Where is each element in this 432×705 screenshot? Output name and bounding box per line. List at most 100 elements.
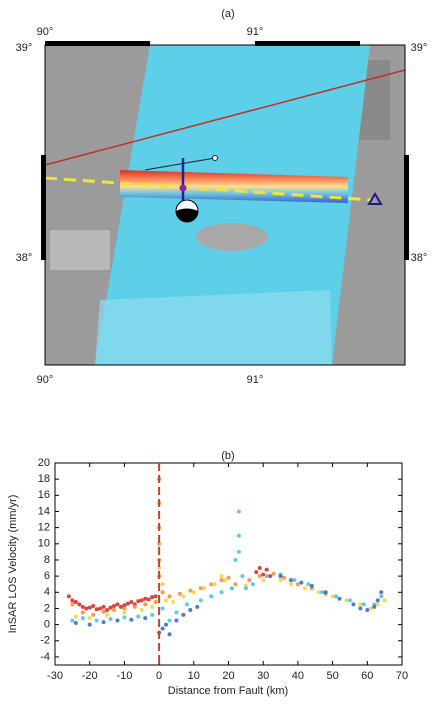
data-point: [299, 580, 304, 585]
data-point: [111, 604, 116, 609]
data-point: [282, 575, 287, 580]
data-point: [122, 603, 127, 608]
data-point: [70, 618, 75, 623]
data-point: [73, 599, 78, 604]
data-point: [105, 612, 110, 617]
data-point: [368, 606, 373, 611]
data-point: [236, 533, 241, 538]
y-tick-label: 12: [38, 522, 50, 534]
data-point: [122, 606, 127, 611]
data-point: [229, 586, 234, 591]
data-point: [143, 602, 148, 607]
data-point: [219, 574, 224, 579]
data-point: [139, 598, 144, 603]
data-point: [66, 594, 71, 599]
data-point: [129, 617, 134, 622]
data-point: [174, 618, 179, 623]
rupture-point: [179, 184, 187, 192]
data-point: [261, 572, 266, 577]
profile-end-marker: [367, 192, 383, 205]
data-point: [219, 590, 224, 595]
data-point: [236, 509, 241, 514]
data-point: [358, 606, 363, 611]
data-point: [77, 602, 82, 607]
data-point: [247, 578, 252, 583]
data-point: [160, 626, 165, 631]
x-tick-label: -30: [47, 670, 63, 682]
profile-line: [44, 176, 373, 202]
data-point: [160, 582, 165, 587]
map-lon-label: 90°: [37, 374, 54, 386]
data-point: [94, 618, 99, 623]
data-point: [250, 582, 255, 587]
data-point: [191, 590, 196, 595]
data-point: [382, 598, 387, 603]
data-point: [288, 582, 293, 587]
x-tick-label: 70: [396, 670, 408, 682]
data-point: [122, 610, 127, 615]
plot-frame: [54, 462, 403, 666]
data-point: [198, 586, 203, 591]
data-point: [202, 586, 207, 591]
data-point: [288, 578, 293, 583]
data-point: [358, 602, 363, 607]
data-point: [181, 612, 186, 617]
data-point: [209, 582, 214, 587]
data-point: [118, 604, 123, 609]
data-point: [164, 622, 169, 627]
data-point: [150, 595, 155, 600]
data-point: [160, 606, 165, 611]
data-point: [361, 602, 366, 607]
data-point: [233, 582, 238, 587]
data-point: [375, 602, 380, 607]
data-point: [157, 566, 162, 571]
data-point: [150, 604, 155, 609]
data-point: [70, 602, 75, 607]
data-point: [164, 598, 169, 603]
data-point: [105, 608, 110, 613]
data-point: [153, 599, 158, 604]
y-tick-label: 20: [38, 457, 50, 469]
map-lon-label: 90°: [37, 26, 54, 38]
y-tick-label: 10: [38, 538, 50, 550]
x-tick-label: 60: [361, 670, 373, 682]
x-tick-label: 10: [188, 670, 200, 682]
data-point: [132, 604, 137, 609]
y-tick-label: 18: [38, 473, 50, 485]
data-point: [212, 582, 217, 587]
data-point: [91, 604, 96, 609]
data-point: [167, 632, 172, 637]
y-tick-label: 6: [44, 570, 50, 582]
data-point: [351, 602, 356, 607]
data-point: [122, 615, 127, 620]
fault-line: [44, 69, 406, 166]
data-point: [94, 607, 99, 612]
data-point: [170, 599, 175, 604]
map: [41, 41, 409, 366]
data-point: [101, 620, 106, 625]
frame-bar: [41, 155, 46, 260]
map-lat-label: 39°: [411, 42, 428, 54]
data-point: [167, 618, 172, 623]
data-point: [73, 620, 78, 625]
y-axis-label: InSAR LOS Velocity (mm/yr): [7, 495, 19, 634]
map-title: (a): [221, 8, 234, 20]
data-point: [177, 591, 182, 596]
data-point: [309, 583, 314, 588]
chart-title: (b): [221, 450, 234, 462]
data-point: [375, 598, 380, 603]
map-lat-label: 38°: [411, 252, 428, 264]
insar-swath: [95, 45, 370, 365]
data-point: [146, 597, 151, 602]
x-tick-label: 30: [257, 670, 269, 682]
data-point: [143, 596, 148, 601]
data-point: [111, 608, 116, 613]
x-tick-label: 20: [222, 670, 234, 682]
data-point: [136, 599, 141, 604]
data-point: [209, 594, 214, 599]
data-point: [257, 574, 262, 579]
map-lat-label: 38°: [16, 252, 33, 264]
data-point: [115, 602, 120, 607]
data-point: [174, 610, 179, 615]
